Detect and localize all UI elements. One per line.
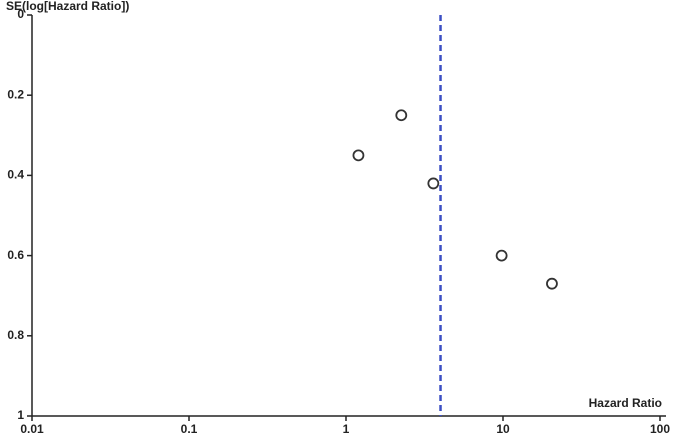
x-tick-label: 10 <box>496 422 510 436</box>
point <box>427 177 440 190</box>
point <box>546 277 558 290</box>
x-tick-label: 0.01 <box>20 422 44 436</box>
point <box>352 149 365 162</box>
x-axis-label: Hazard Ratio <box>589 396 662 410</box>
point <box>495 249 508 262</box>
y-tick-label: 1 <box>17 408 24 422</box>
y-axis-label: SE(log[Hazard Ratio]) <box>6 0 129 13</box>
point <box>395 109 408 122</box>
y-tick-label: 0.2 <box>7 87 24 101</box>
y-tick-label: 0.4 <box>7 168 24 182</box>
y-tick-label: 0.6 <box>7 248 24 262</box>
x-tick-label: 100 <box>650 422 670 436</box>
y-tick-label: 0.8 <box>7 328 24 342</box>
x-tick-label: 1 <box>343 422 350 436</box>
x-tick-label: 0.1 <box>181 422 198 436</box>
y-tick-label: 0 <box>17 7 24 21</box>
